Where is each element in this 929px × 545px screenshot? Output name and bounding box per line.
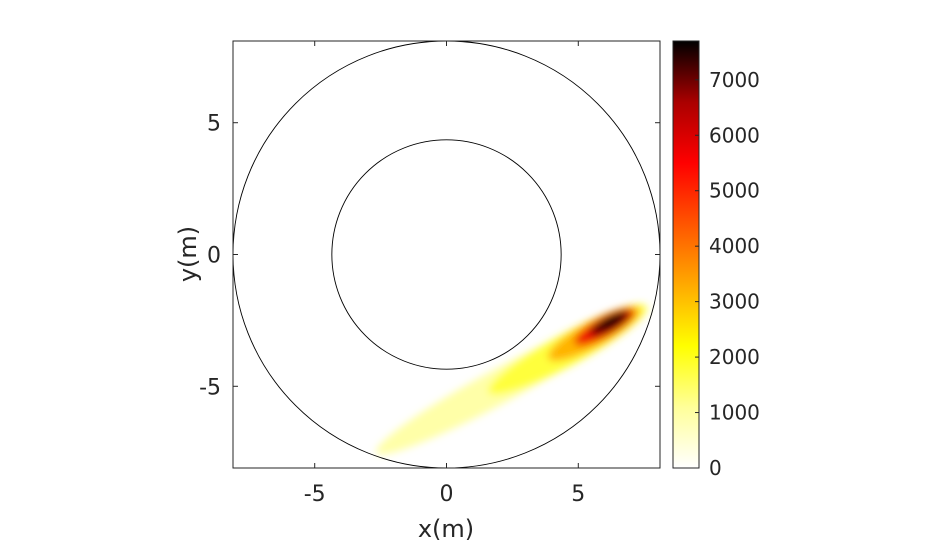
x-tick-label: 5 — [571, 482, 585, 507]
colorbar-tick-label: 0 — [709, 456, 722, 480]
colorbar-tick-label: 5000 — [709, 179, 760, 203]
colorbar-tick-label: 7000 — [709, 68, 760, 92]
plot-background — [233, 41, 660, 468]
inner-boundary-circle — [331, 139, 562, 370]
colorbar-tick-label: 3000 — [709, 290, 760, 314]
colorbar-tick-label: 4000 — [709, 234, 760, 258]
colorbar-tick-label: 6000 — [709, 123, 760, 147]
colorbar: 0 1000 2000 3000 4000 5000 6000 7000 — [672, 40, 760, 480]
x-axis-title: x(m) — [418, 515, 474, 543]
heat-intensity-band — [375, 304, 648, 455]
y-tick-label: 0 — [207, 244, 221, 269]
colorbar-gradient — [672, 40, 700, 469]
y-axis-title: y(m) — [174, 226, 202, 282]
plot-area: -5 0 5 5 0 -5 — [199, 40, 661, 507]
y-tick-label: 5 — [207, 112, 221, 137]
x-tick-label: 0 — [440, 482, 454, 507]
colorbar-tick-label: 1000 — [709, 401, 760, 425]
y-tick-label: -5 — [199, 375, 221, 400]
x-tick-label: -5 — [304, 482, 326, 507]
colorbar-tick-label: 2000 — [709, 345, 760, 369]
